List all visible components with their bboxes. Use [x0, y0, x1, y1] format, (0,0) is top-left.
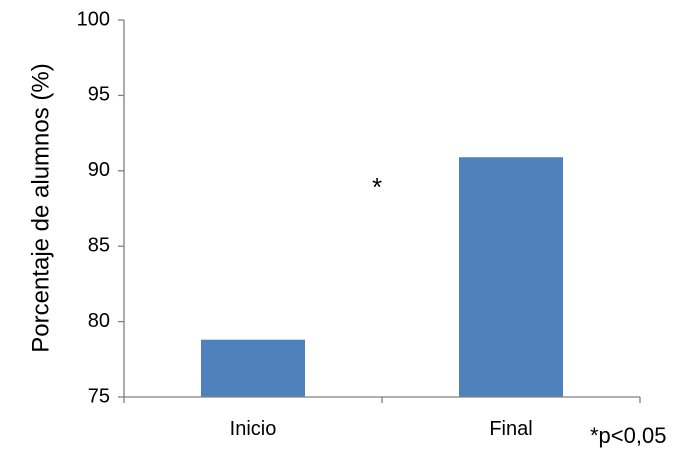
x-tick-label: Inicio	[230, 418, 277, 440]
bars-group	[201, 157, 563, 397]
y-tick-label: 95	[88, 84, 110, 106]
y-ticks-group: 75 80 85 90 95 100	[77, 8, 124, 407]
y-tick-label: 85	[88, 234, 110, 256]
y-tick-label: 100	[77, 8, 110, 30]
x-ticks-group: Inicio Final	[123, 397, 641, 440]
footnote: *p<0,05	[590, 423, 666, 448]
y-axis-label: Porcentaje de alumnos (%)	[27, 63, 54, 352]
y-tick-label: 75	[88, 385, 110, 407]
significance-marker: *	[372, 172, 382, 202]
bar-inicio	[201, 339, 305, 397]
bar-final	[459, 157, 563, 397]
x-tick-label: Final	[489, 418, 532, 440]
y-tick-label: 90	[88, 159, 110, 181]
y-tick-label: 80	[88, 310, 110, 332]
